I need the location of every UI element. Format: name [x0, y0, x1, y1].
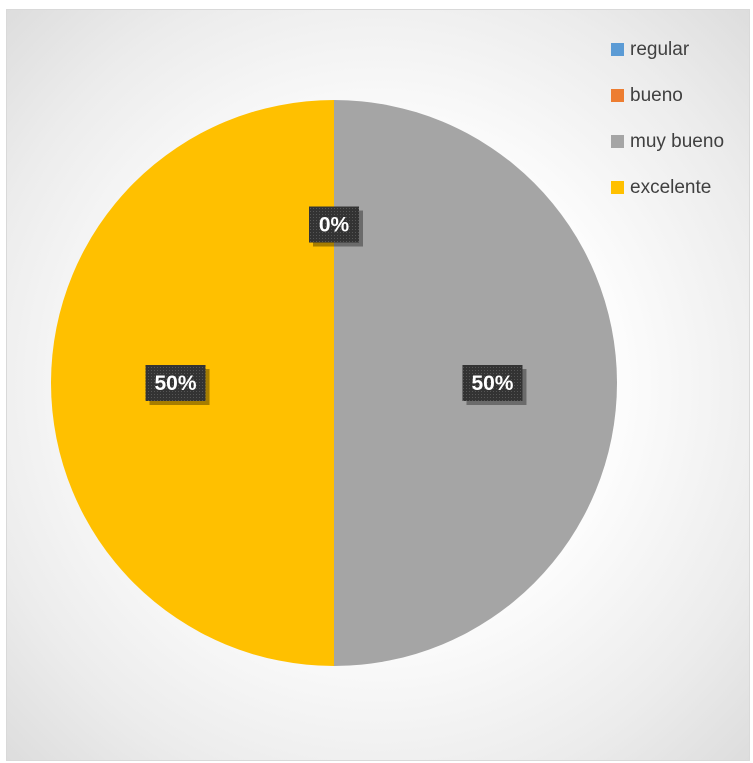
pie-slices [51, 100, 617, 666]
legend-swatch-regular [611, 43, 624, 56]
data-label-muy-bueno: 50% [462, 365, 527, 405]
legend-label-bueno: bueno [630, 84, 683, 106]
legend-swatch-bueno [611, 89, 624, 102]
data-label-box [309, 206, 359, 243]
legend-label-excelente: excelente [630, 176, 712, 198]
legend-item-excelente: excelente [611, 176, 751, 199]
data-label-regular: 0% [309, 206, 363, 247]
pie-chart: 0% 50% 50% [51, 100, 617, 666]
data-label-text: 0% [319, 214, 350, 237]
data-label-text: 50% [155, 372, 197, 395]
data-label-text: 50% [471, 372, 513, 395]
data-label-excelente: 50% [145, 365, 210, 405]
legend: regular bueno muy bueno excelente [611, 38, 751, 222]
legend-item-bueno: bueno [611, 84, 751, 107]
legend-label-muy-bueno: muy bueno [630, 130, 725, 152]
chart-area: 0% 50% 50% regular bueno muy bueno excelen… [6, 9, 750, 761]
legend-item-regular: regular [611, 38, 751, 61]
legend-swatch-excelente [611, 181, 624, 194]
legend-swatch-muy-bueno [611, 135, 624, 148]
legend-label-regular: regular [630, 38, 690, 60]
data-label-box [145, 365, 206, 401]
data-label-box [462, 365, 523, 401]
legend-item-muy-bueno: muy bueno [611, 130, 751, 153]
data-labels: 0% 50% 50% [145, 206, 527, 405]
